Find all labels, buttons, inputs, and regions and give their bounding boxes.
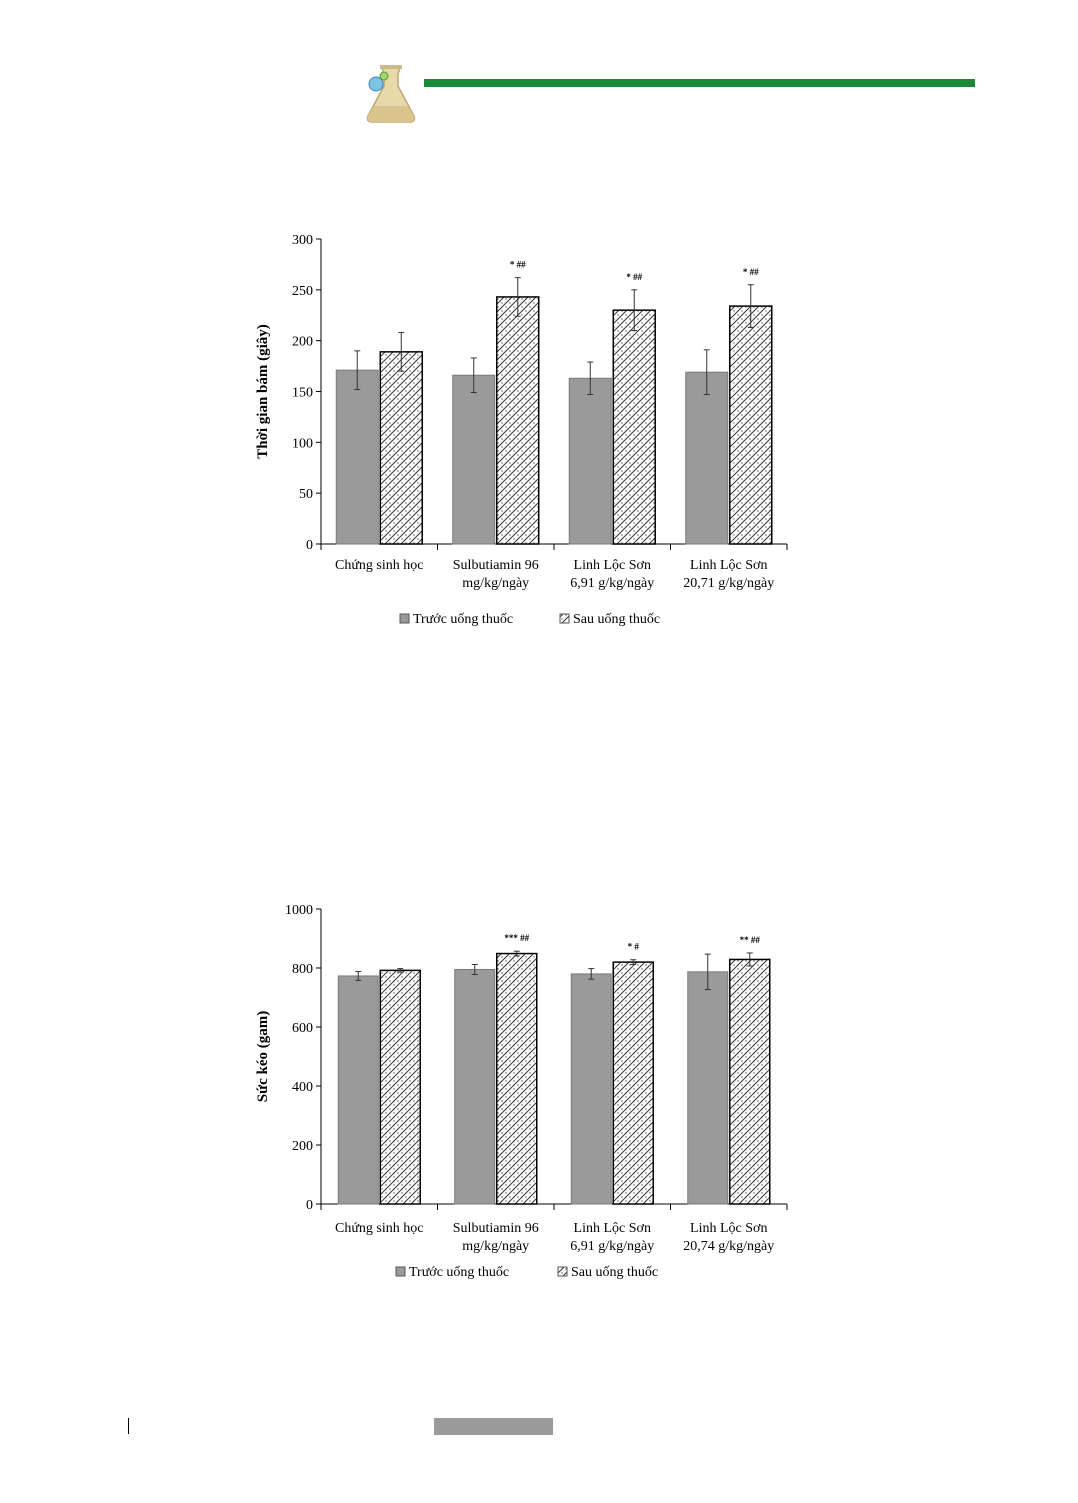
footer-page-box [434, 1418, 553, 1435]
y-tick-label: 1000 [285, 903, 313, 918]
x-tick-label: Linh Lộc Sơn [690, 1221, 767, 1236]
x-tick-label: Linh Lộc Sơn [574, 1221, 651, 1236]
significance-label: * ## [743, 267, 759, 277]
significance-label: * # [628, 942, 640, 952]
y-tick-label: 0 [306, 538, 313, 553]
bar-before [685, 371, 729, 545]
y-tick-label: 800 [292, 962, 313, 977]
y-tick-label: 50 [299, 487, 313, 502]
legend-swatch-after [559, 613, 570, 624]
bar-before [454, 968, 496, 1205]
header-accent-rule [424, 79, 975, 87]
footer-divider [128, 1418, 129, 1434]
bar-before [452, 374, 496, 545]
x-tick-label: Linh Lộc Sơn [690, 558, 767, 573]
y-tick-label: 400 [292, 1080, 313, 1095]
y-tick-label: 250 [292, 284, 313, 299]
bar-before [337, 975, 379, 1205]
legend-swatch-before [395, 1266, 406, 1277]
y-tick-label: 600 [292, 1021, 313, 1036]
bar-after [612, 309, 656, 545]
bar-after [379, 969, 421, 1205]
bar-after [379, 351, 423, 545]
x-tick-label: mg/kg/ngày [462, 576, 529, 591]
bar-after [612, 961, 654, 1205]
significance-label: * ## [510, 260, 526, 270]
significance-label: * ## [626, 272, 642, 282]
legend-label-after: Sau uống thuốc [571, 1265, 658, 1280]
pulling-force-bar-chart: 0 200 400 600 800 1000 Sức kéo (gam) Chứng sinh… [240, 895, 810, 1290]
x-tick-label: 20,71 g/kg/ngày [683, 576, 774, 591]
x-tick-label: 6,91 g/kg/ngày [570, 1239, 654, 1254]
legend-label-before: Trước uống thuốc [409, 1265, 509, 1280]
y-tick-label: 200 [292, 335, 313, 350]
legend-swatch-before [399, 613, 410, 624]
bar-before [335, 369, 379, 545]
significance-label: ** ## [740, 935, 761, 945]
x-tick-label: Chứng sinh học [335, 558, 423, 573]
y-tick-label: 150 [292, 386, 313, 401]
bar-after [729, 305, 773, 545]
legend-swatch-after [557, 1266, 568, 1277]
x-tick-label: 20,74 g/kg/ngày [683, 1239, 774, 1254]
flask-icon [366, 65, 416, 123]
bar-before [687, 971, 729, 1205]
y-tick-label: 0 [306, 1198, 313, 1213]
legend-label-after: Sau uống thuốc [573, 612, 660, 627]
y-tick-label: 100 [292, 436, 313, 451]
y-axis-label: Sức kéo (gam) [255, 1011, 271, 1103]
bar-after [496, 952, 538, 1205]
x-tick-label: Linh Lộc Sơn [574, 558, 651, 573]
x-tick-label: 6,91 g/kg/ngày [570, 576, 654, 591]
x-tick-label: Chứng sinh học [335, 1221, 423, 1236]
bar-before [568, 377, 612, 545]
x-tick-label: Sulbutiamin 96 [453, 558, 539, 573]
legend-label-before: Trước uống thuốc [413, 612, 513, 627]
grip-time-bar-chart: 0 50 100 150 200 250 300 Thời gian bám (giây) Ch… [240, 225, 800, 635]
significance-label: *** ## [504, 933, 529, 943]
y-axis-label: Thời gian bám (giây) [255, 324, 271, 459]
x-tick-label: Sulbutiamin 96 [453, 1221, 539, 1236]
bar-after [496, 296, 540, 545]
y-tick-label: 200 [292, 1139, 313, 1154]
x-tick-label: mg/kg/ngày [462, 1239, 529, 1254]
bar-before [570, 973, 612, 1205]
bar-after [729, 958, 771, 1205]
y-tick-label: 300 [292, 233, 313, 248]
